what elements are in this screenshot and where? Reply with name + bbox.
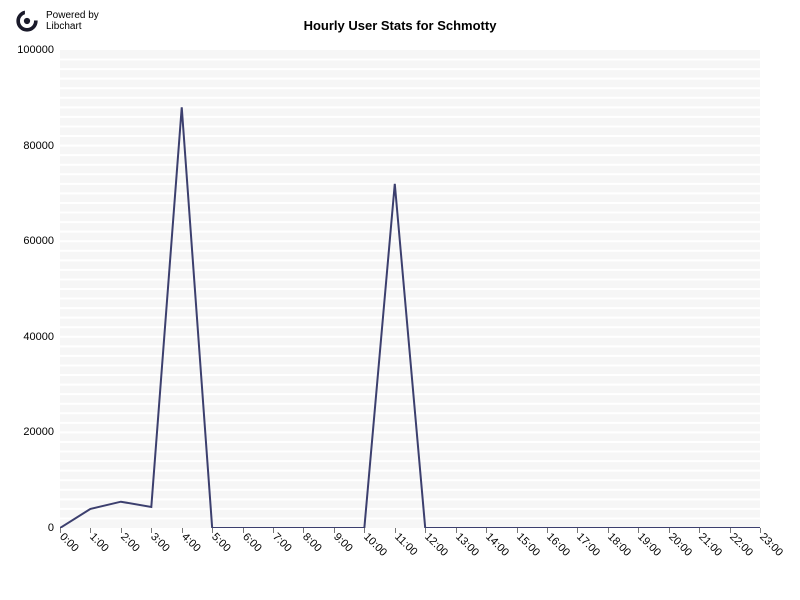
x-axis-label: 19:00 — [635, 531, 663, 559]
x-axis-label: 9:00 — [331, 531, 355, 555]
x-axis-label: 10:00 — [362, 531, 390, 559]
chart-title: Hourly User Stats for Schmotty — [0, 18, 800, 33]
x-axis-tick — [395, 528, 396, 533]
x-axis-tick — [303, 528, 304, 533]
x-axis-label: 23:00 — [757, 531, 785, 559]
x-axis-label: 2:00 — [118, 531, 142, 555]
x-axis-tick — [212, 528, 213, 533]
chart-line-series — [60, 50, 760, 528]
x-axis-tick — [547, 528, 548, 533]
y-axis-label: 40000 — [23, 331, 54, 343]
x-axis-tick — [121, 528, 122, 533]
y-axis-label: 0 — [48, 522, 54, 534]
x-axis-tick — [699, 528, 700, 533]
x-axis-label: 5:00 — [209, 531, 233, 555]
x-axis-label: 12:00 — [422, 531, 450, 559]
x-axis-tick — [364, 528, 365, 533]
x-axis-label: 14:00 — [483, 531, 511, 559]
x-axis-tick — [486, 528, 487, 533]
x-axis-tick — [151, 528, 152, 533]
y-axis-label: 80000 — [23, 140, 54, 152]
x-axis-label: 17:00 — [575, 531, 603, 559]
x-axis-tick — [425, 528, 426, 533]
x-axis-label: 20:00 — [666, 531, 694, 559]
x-axis-tick — [669, 528, 670, 533]
x-axis-label: 13:00 — [453, 531, 481, 559]
y-axis-label: 60000 — [23, 235, 54, 247]
x-axis-tick — [730, 528, 731, 533]
x-axis-label: 1:00 — [88, 531, 112, 555]
x-axis-label: 15:00 — [514, 531, 542, 559]
x-axis-label: 6:00 — [240, 531, 264, 555]
x-axis-tick — [60, 528, 61, 533]
x-axis-tick — [608, 528, 609, 533]
x-axis-tick — [243, 528, 244, 533]
x-axis-label: 22:00 — [727, 531, 755, 559]
x-axis-tick — [456, 528, 457, 533]
x-axis-label: 0:00 — [57, 531, 81, 555]
x-axis-label: 7:00 — [270, 531, 294, 555]
x-axis-label: 3:00 — [148, 531, 172, 555]
x-axis-tick — [182, 528, 183, 533]
x-axis-label: 18:00 — [605, 531, 633, 559]
x-axis-label: 21:00 — [696, 531, 724, 559]
x-axis-tick — [638, 528, 639, 533]
x-axis-label: 4:00 — [179, 531, 203, 555]
x-axis-tick — [334, 528, 335, 533]
y-axis-label: 20000 — [23, 426, 54, 438]
y-axis-label: 100000 — [17, 44, 54, 56]
x-axis-label: 11:00 — [392, 531, 419, 558]
x-axis-label: 8:00 — [301, 531, 325, 555]
x-axis-tick — [273, 528, 274, 533]
x-axis-tick — [90, 528, 91, 533]
x-axis-label: 16:00 — [544, 531, 572, 559]
x-axis-tick — [760, 528, 761, 533]
x-axis-tick — [517, 528, 518, 533]
chart-plot-area: 0200004000060000800001000000:001:002:003… — [60, 50, 760, 528]
x-axis-tick — [577, 528, 578, 533]
